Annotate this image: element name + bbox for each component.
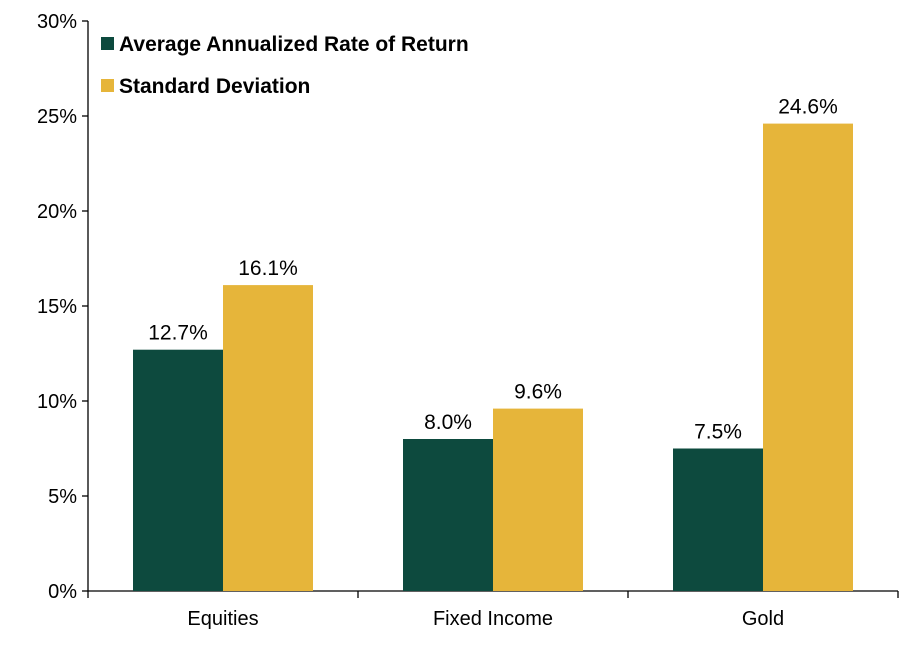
legend-swatch-stddev [101, 79, 114, 92]
legend-item-stddev: Standard Deviation [101, 75, 310, 98]
data-label-stddev: 24.6% [778, 96, 838, 119]
y-tick-label: 5% [48, 486, 77, 508]
y-axis: 0% 5% 10% 15% 20% 25% 30% [37, 11, 89, 603]
data-label-return: 8.0% [424, 411, 472, 434]
legend: Average Annualized Rate of Return Standa… [101, 33, 469, 98]
legend-swatch-return [101, 37, 114, 50]
data-label-return: 7.5% [694, 421, 742, 444]
x-axis: Equities Fixed Income Gold [87, 590, 899, 630]
x-tick-label: Gold [742, 608, 784, 630]
data-labels: 12.7% 16.1% 8.0% 9.6% 7.5% 24.6% [148, 96, 838, 444]
y-tick-label: 10% [37, 391, 77, 413]
bar-stddev [763, 123, 853, 591]
x-tick-label: Fixed Income [433, 608, 553, 630]
data-label-return: 12.7% [148, 322, 208, 345]
bar-return [133, 349, 223, 591]
y-tick-label: 0% [48, 581, 77, 603]
legend-label-stddev: Standard Deviation [119, 75, 310, 98]
y-tick-label: 15% [37, 296, 77, 318]
bar-return [403, 439, 493, 591]
bar-stddev [223, 285, 313, 591]
data-label-stddev: 9.6% [514, 381, 562, 404]
data-label-stddev: 16.1% [238, 257, 298, 280]
bar-return [673, 448, 763, 591]
bars [133, 123, 853, 591]
bar-stddev [493, 408, 583, 591]
y-tick-label: 25% [37, 106, 77, 128]
y-tick-label: 20% [37, 201, 77, 223]
x-tick-label: Equities [187, 608, 258, 630]
y-tick-label: 30% [37, 11, 77, 33]
legend-item-return: Average Annualized Rate of Return [101, 33, 469, 56]
legend-label-return: Average Annualized Rate of Return [119, 33, 469, 56]
